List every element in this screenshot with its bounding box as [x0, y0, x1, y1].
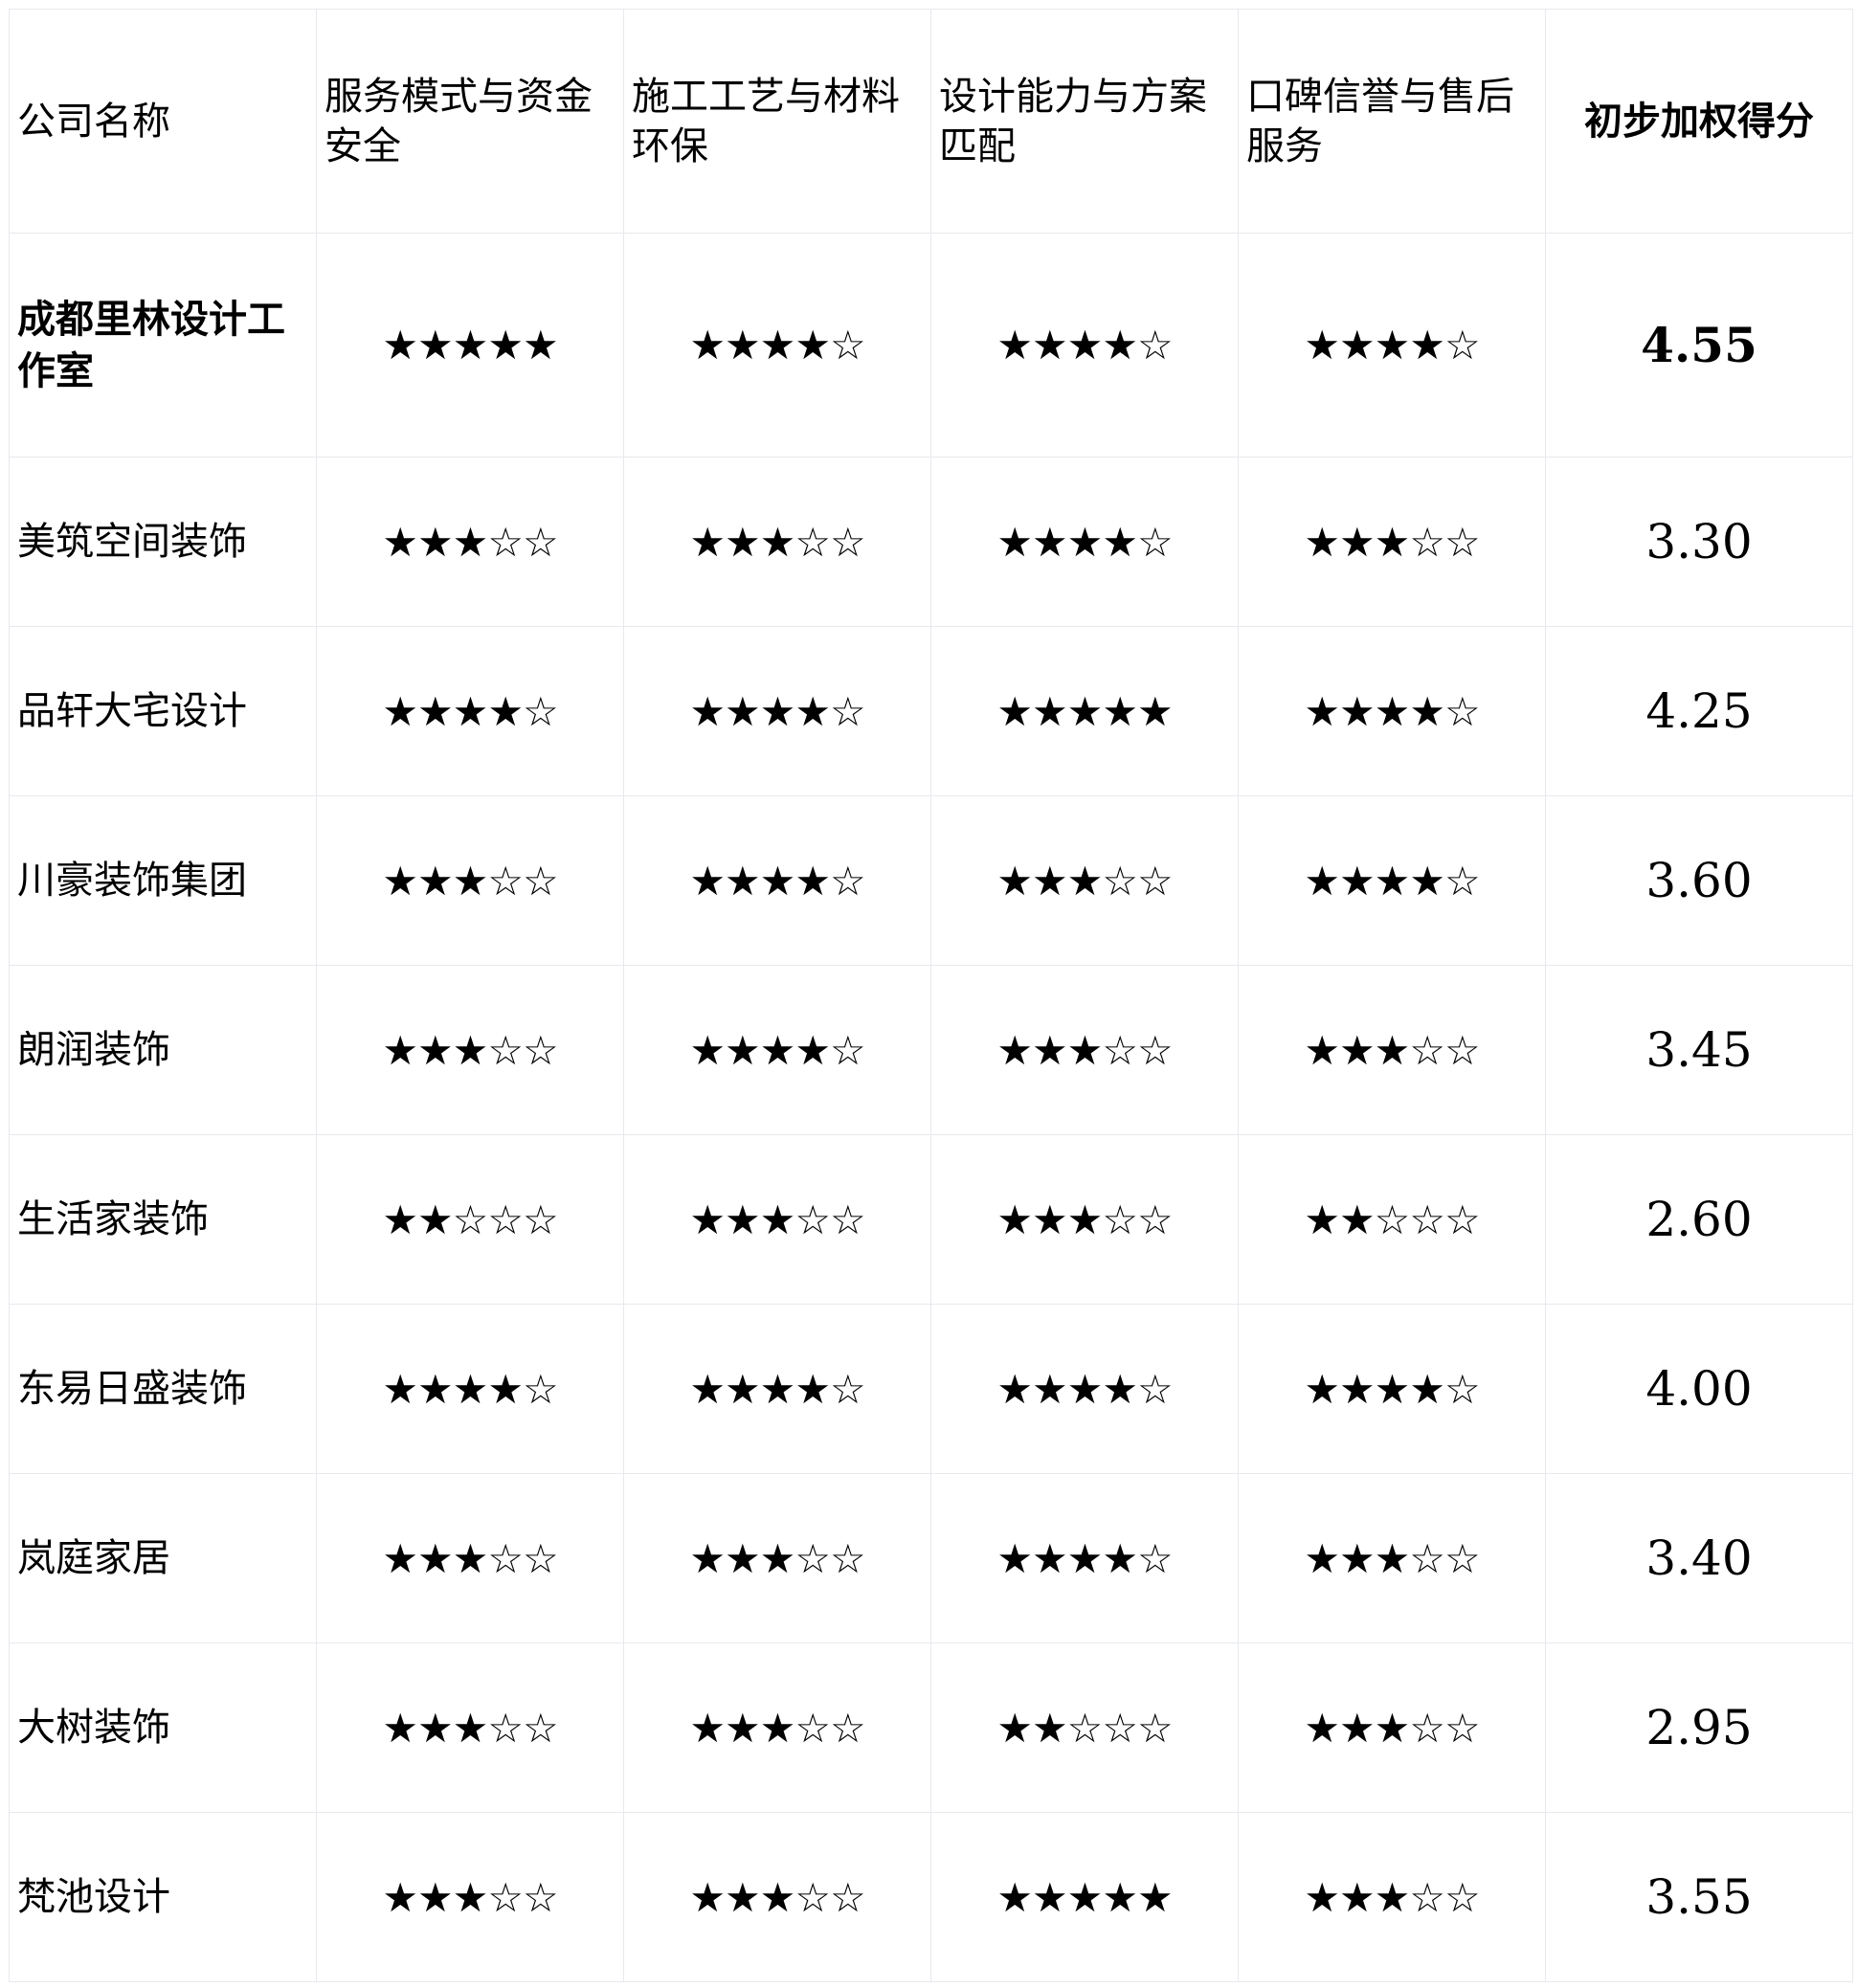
construction-materials-rating-stars-icon: ★★★☆☆	[623, 1642, 931, 1813]
design-ability-rating-stars-icon: ★★★★★	[930, 626, 1239, 796]
weighted-score: 3.30	[1545, 457, 1853, 627]
company-name: 大树装饰	[9, 1642, 317, 1813]
header-company-name: 公司名称	[9, 9, 317, 234]
company-rating-table: 公司名称 服务模式与资金安全 施工工艺与材料环保 设计能力与方案匹配 口碑信誉与…	[9, 9, 1853, 1982]
service-funds-rating-stars-icon: ★★★★★	[316, 233, 624, 458]
table-row: 梵池设计 ★★★☆☆ ★★★☆☆ ★★★★★ ★★★☆☆ 3.55	[9, 1812, 1853, 1982]
reputation-aftersales-rating-stars-icon: ★★★☆☆	[1238, 1812, 1546, 1982]
weighted-score: 4.55	[1545, 233, 1853, 458]
construction-materials-rating-stars-icon: ★★★☆☆	[623, 1812, 931, 1982]
construction-materials-rating-stars-icon: ★★★☆☆	[623, 1473, 931, 1643]
design-ability-rating-stars-icon: ★★★☆☆	[930, 1134, 1239, 1305]
service-funds-rating-stars-icon: ★★★☆☆	[316, 795, 624, 966]
company-name: 东易日盛装饰	[9, 1304, 317, 1474]
table-row: 岚庭家居 ★★★☆☆ ★★★☆☆ ★★★★☆ ★★★☆☆ 3.40	[9, 1473, 1853, 1643]
weighted-score: 2.95	[1545, 1642, 1853, 1813]
weighted-score: 3.45	[1545, 965, 1853, 1135]
reputation-aftersales-rating-stars-icon: ★★★☆☆	[1238, 1473, 1546, 1643]
reputation-aftersales-rating-stars-icon: ★★★☆☆	[1238, 1642, 1546, 1813]
table-row: 川豪装饰集团 ★★★☆☆ ★★★★☆ ★★★☆☆ ★★★★☆ 3.60	[9, 795, 1853, 966]
header-service-funds: 服务模式与资金安全	[316, 9, 624, 234]
table-row: 大树装饰 ★★★☆☆ ★★★☆☆ ★★☆☆☆ ★★★☆☆ 2.95	[9, 1642, 1853, 1813]
design-ability-rating-stars-icon: ★★★★☆	[930, 233, 1239, 458]
company-name: 梵池设计	[9, 1812, 317, 1982]
weighted-score: 4.25	[1545, 626, 1853, 796]
table-row: 成都里林设计工作室 ★★★★★ ★★★★☆ ★★★★☆ ★★★★☆ 4.55	[9, 233, 1853, 458]
design-ability-rating-stars-icon: ★★★☆☆	[930, 965, 1239, 1135]
reputation-aftersales-rating-stars-icon: ★★★☆☆	[1238, 457, 1546, 627]
company-name: 朗润装饰	[9, 965, 317, 1135]
construction-materials-rating-stars-icon: ★★★★☆	[623, 626, 931, 796]
company-name: 生活家装饰	[9, 1134, 317, 1305]
construction-materials-rating-stars-icon: ★★★☆☆	[623, 457, 931, 627]
service-funds-rating-stars-icon: ★★★☆☆	[316, 1473, 624, 1643]
company-name: 成都里林设计工作室	[9, 233, 317, 458]
construction-materials-rating-stars-icon: ★★★★☆	[623, 965, 931, 1135]
construction-materials-rating-stars-icon: ★★★★☆	[623, 233, 931, 458]
construction-materials-rating-stars-icon: ★★★★☆	[623, 1304, 931, 1474]
reputation-aftersales-rating-stars-icon: ★★★★☆	[1238, 1304, 1546, 1474]
design-ability-rating-stars-icon: ★★★★☆	[930, 1473, 1239, 1643]
weighted-score: 3.60	[1545, 795, 1853, 966]
company-name: 川豪装饰集团	[9, 795, 317, 966]
company-name: 岚庭家居	[9, 1473, 317, 1643]
design-ability-rating-stars-icon: ★★★★☆	[930, 457, 1239, 627]
service-funds-rating-stars-icon: ★★★★☆	[316, 626, 624, 796]
reputation-aftersales-rating-stars-icon: ★★☆☆☆	[1238, 1134, 1546, 1305]
table-row: 生活家装饰 ★★☆☆☆ ★★★☆☆ ★★★☆☆ ★★☆☆☆ 2.60	[9, 1134, 1853, 1305]
header-reputation-aftersales: 口碑信誉与售后服务	[1238, 9, 1546, 234]
company-name: 美筑空间装饰	[9, 457, 317, 627]
table-row: 朗润装饰 ★★★☆☆ ★★★★☆ ★★★☆☆ ★★★☆☆ 3.45	[9, 965, 1853, 1135]
header-weighted-score: 初步加权得分	[1545, 9, 1853, 234]
weighted-score: 3.40	[1545, 1473, 1853, 1643]
table-row: 美筑空间装饰 ★★★☆☆ ★★★☆☆ ★★★★☆ ★★★☆☆ 3.30	[9, 457, 1853, 627]
service-funds-rating-stars-icon: ★★★☆☆	[316, 457, 624, 627]
construction-materials-rating-stars-icon: ★★★★☆	[623, 795, 931, 966]
design-ability-rating-stars-icon: ★★★☆☆	[930, 795, 1239, 966]
weighted-score: 4.00	[1545, 1304, 1853, 1474]
table-row: 品轩大宅设计 ★★★★☆ ★★★★☆ ★★★★★ ★★★★☆ 4.25	[9, 626, 1853, 796]
service-funds-rating-stars-icon: ★★★★☆	[316, 1304, 624, 1474]
design-ability-rating-stars-icon: ★★★★★	[930, 1812, 1239, 1982]
weighted-score: 2.60	[1545, 1134, 1853, 1305]
design-ability-rating-stars-icon: ★★☆☆☆	[930, 1642, 1239, 1813]
service-funds-rating-stars-icon: ★★★☆☆	[316, 1642, 624, 1813]
header-design-ability: 设计能力与方案匹配	[930, 9, 1239, 234]
header-row: 公司名称 服务模式与资金安全 施工工艺与材料环保 设计能力与方案匹配 口碑信誉与…	[9, 9, 1853, 234]
reputation-aftersales-rating-stars-icon: ★★★★☆	[1238, 626, 1546, 796]
table-row: 东易日盛装饰 ★★★★☆ ★★★★☆ ★★★★☆ ★★★★☆ 4.00	[9, 1304, 1853, 1474]
header-construction-materials: 施工工艺与材料环保	[623, 9, 931, 234]
construction-materials-rating-stars-icon: ★★★☆☆	[623, 1134, 931, 1305]
design-ability-rating-stars-icon: ★★★★☆	[930, 1304, 1239, 1474]
service-funds-rating-stars-icon: ★★★☆☆	[316, 965, 624, 1135]
reputation-aftersales-rating-stars-icon: ★★★★☆	[1238, 233, 1546, 458]
reputation-aftersales-rating-stars-icon: ★★★★☆	[1238, 795, 1546, 966]
company-name: 品轩大宅设计	[9, 626, 317, 796]
reputation-aftersales-rating-stars-icon: ★★★☆☆	[1238, 965, 1546, 1135]
service-funds-rating-stars-icon: ★★★☆☆	[316, 1812, 624, 1982]
weighted-score: 3.55	[1545, 1812, 1853, 1982]
service-funds-rating-stars-icon: ★★☆☆☆	[316, 1134, 624, 1305]
